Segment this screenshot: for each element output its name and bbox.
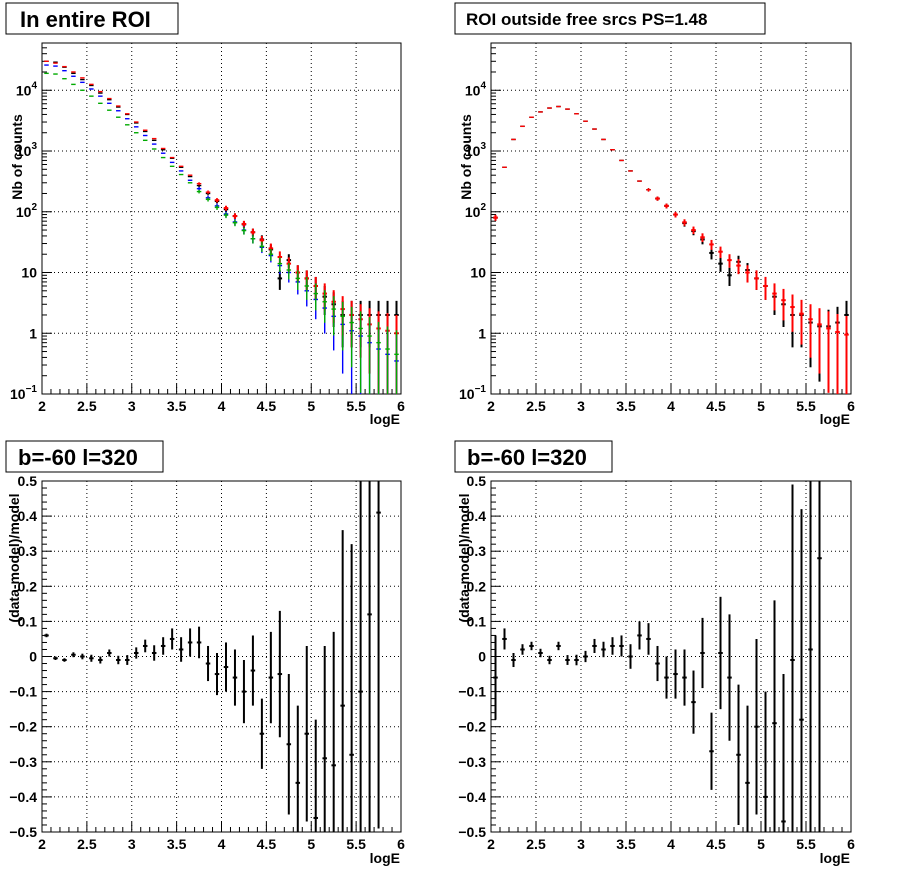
y-tick-label: 10 [21,265,37,281]
y-tick-label: −0.5 [458,824,486,840]
x-tick-label: 6 [397,836,405,852]
x-tick-label: 5 [757,398,765,414]
x-axis-label: logE [370,850,400,866]
x-tick-label: 4 [218,398,226,414]
title-box [454,440,613,473]
x-tick-label: 3.5 [616,836,636,852]
y-tick-label: 0.5 [467,473,487,489]
y-tick-label: 102 [465,202,487,220]
y-tick-label: −0.1 [9,684,37,700]
y-tick-label: −0.4 [9,789,37,805]
y-tick-label: 1 [478,325,486,341]
y-tick-label: 10−1 [459,384,486,402]
y-axis-label: Nb of counts [9,114,25,200]
panel-title: In entire ROI [20,7,151,32]
x-tick-label: 2.5 [526,398,546,414]
x-tick-label: 5.5 [796,836,816,852]
title-box [5,2,179,35]
x-tick-label: 5 [757,836,765,852]
y-tick-label: 10−1 [10,384,37,402]
x-tick-label: 5 [307,398,315,414]
y-tick-label: −0.5 [9,824,37,840]
x-tick-label: 3.5 [616,398,636,414]
x-tick-label: 4 [667,398,675,414]
x-tick-label: 6 [847,836,855,852]
y-tick-label: 10 [470,265,486,281]
y-tick-label: 0.5 [18,473,38,489]
y-tick-label: 104 [16,80,38,98]
x-tick-label: 4.5 [706,398,726,414]
x-tick-label: 3 [128,398,136,414]
x-tick-label: 2 [38,836,46,852]
x-tick-label: 2 [38,398,46,414]
x-tick-label: 2.5 [77,398,97,414]
x-axis-label: logE [820,850,850,866]
y-tick-label: 104 [465,80,487,98]
x-tick-label: 2 [487,836,495,852]
x-tick-label: 2.5 [526,836,546,852]
y-tick-label: 0.4 [467,508,487,524]
x-tick-label: 4.5 [706,836,726,852]
panel-title: ROI outside free srcs PS=1.48 [466,10,707,29]
y-tick-label: 0.3 [467,543,487,559]
y-tick-label: 0.3 [18,543,38,559]
y-tick-label: −0.3 [458,754,486,770]
x-tick-label: 3 [577,836,585,852]
y-axis-label: (data-model)/model [456,493,472,622]
y-tick-label: −0.3 [9,754,37,770]
y-tick-label: 0.2 [467,578,487,594]
y-tick-label: 102 [16,202,38,220]
y-tick-label: −0.2 [9,719,37,735]
plot-bottom-left: 2 2.5 3 3.5 4 4.5 5 5.5 6 −0.5 −0.4 −0.3 −0.2 −0.1 0 0.… [9,473,405,852]
y-tick-label: 1 [29,325,37,341]
x-tick-label: 6 [847,398,855,414]
x-tick-label: 4 [218,836,226,852]
y-tick-label: 0 [478,649,486,665]
panel-bottom-right: 2 2.5 3 3.5 4 4.5 5 5.5 6 −0.5 −0.4 −0.3 −0.2 −0.1 0 0.… [454,440,855,866]
x-tick-label: 4 [667,836,675,852]
y-tick-label: 0 [29,649,37,665]
x-tick-label: 5.5 [796,398,816,414]
x-tick-label: 3 [128,836,136,852]
x-tick-label: 3.5 [167,836,187,852]
x-tick-label: 4.5 [257,398,277,414]
y-axis-label: Nb of counts [458,114,474,200]
x-tick-label: 6 [397,398,405,414]
y-tick-label: 0.2 [18,578,38,594]
y-tick-label: −0.4 [458,789,486,805]
x-axis-label: logE [820,411,850,427]
y-tick-label: −0.1 [458,684,486,700]
title-box [5,440,164,473]
y-tick-label: 0.1 [467,613,487,629]
title-box [454,2,766,35]
y-tick-label: 0.4 [18,508,38,524]
x-axis-label: logE [370,411,400,427]
y-tick-label: 0.1 [18,613,38,629]
x-tick-label: 5.5 [346,836,366,852]
panel-bottom-left: 2 2.5 3 3.5 4 4.5 5 5.5 6 −0.5 −0.4 −0.3 −0.2 −0.1 0 0.… [5,440,405,866]
x-tick-label: 3 [577,398,585,414]
x-tick-label: 2.5 [77,836,97,852]
x-tick-label: 2 [487,398,495,414]
panel-title: b=-60 l=320 [18,445,138,470]
x-tick-label: 4.5 [257,836,277,852]
y-tick-label: −0.2 [458,719,486,735]
x-tick-label: 3.5 [167,398,187,414]
y-axis-label: (data-model)/model [6,493,22,622]
panel-title: b=-60 l=320 [467,445,587,470]
plot-bottom-right: 2 2.5 3 3.5 4 4.5 5 5.5 6 −0.5 −0.4 −0.3 −0.2 −0.1 0 0.… [458,473,855,852]
x-tick-label: 5.5 [346,398,366,414]
x-tick-label: 5 [307,836,315,852]
